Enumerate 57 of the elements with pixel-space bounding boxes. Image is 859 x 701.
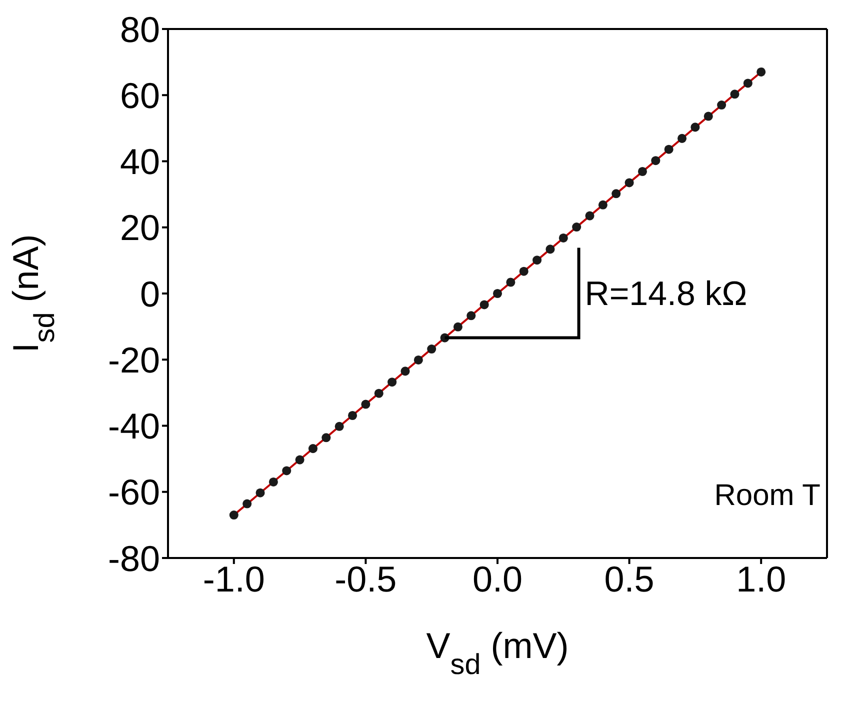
point <box>638 166 647 176</box>
y-tick-label: 0 <box>140 273 160 314</box>
point <box>717 100 726 110</box>
y-tick-label: -40 <box>108 406 160 447</box>
x-axis-title: V$_{sd}$ (mV) <box>426 625 569 681</box>
point <box>585 211 594 220</box>
x-tick-label: 0.0 <box>472 558 523 600</box>
point <box>453 322 462 332</box>
point <box>427 344 436 354</box>
point <box>730 90 740 99</box>
point <box>374 388 384 398</box>
point <box>400 366 410 376</box>
x-tick-label: 1.0 <box>736 558 786 600</box>
point <box>229 510 238 520</box>
point <box>532 256 542 265</box>
point <box>572 222 582 232</box>
x-tick-label: -1.0 <box>202 558 265 600</box>
point <box>690 122 700 132</box>
y-tick-label: 40 <box>120 141 160 182</box>
point <box>466 311 476 320</box>
point <box>519 266 528 276</box>
annotation: Room T <box>714 479 820 512</box>
y-tick-label: -80 <box>108 538 160 579</box>
point <box>322 433 331 442</box>
point <box>743 78 752 88</box>
point <box>546 244 555 254</box>
point <box>612 189 621 198</box>
point <box>268 477 278 486</box>
point <box>651 156 660 166</box>
point <box>388 378 397 387</box>
point <box>624 178 634 188</box>
point <box>664 144 674 154</box>
point <box>295 455 304 464</box>
point <box>334 422 344 431</box>
point <box>308 444 318 454</box>
point <box>242 499 252 508</box>
annotation: R=14.8 kΩ <box>584 274 748 313</box>
x-tick-label: -0.5 <box>334 558 397 600</box>
point <box>492 288 502 298</box>
point <box>558 233 568 242</box>
point <box>348 410 358 420</box>
point <box>256 488 265 498</box>
point <box>598 200 608 210</box>
point <box>704 112 713 121</box>
y-tick-label: -60 <box>108 472 160 513</box>
y-tick-label: 80 <box>120 8 160 50</box>
y-tick-label: -20 <box>108 339 160 380</box>
point <box>756 67 766 76</box>
y-tick-label: 60 <box>120 74 160 116</box>
point <box>480 300 489 310</box>
point <box>678 134 687 143</box>
x-tick-label: 0.5 <box>604 558 654 600</box>
y-tick-label: 20 <box>120 207 160 248</box>
point <box>361 400 370 409</box>
point <box>506 278 516 287</box>
point <box>282 466 292 476</box>
point <box>414 355 423 364</box>
